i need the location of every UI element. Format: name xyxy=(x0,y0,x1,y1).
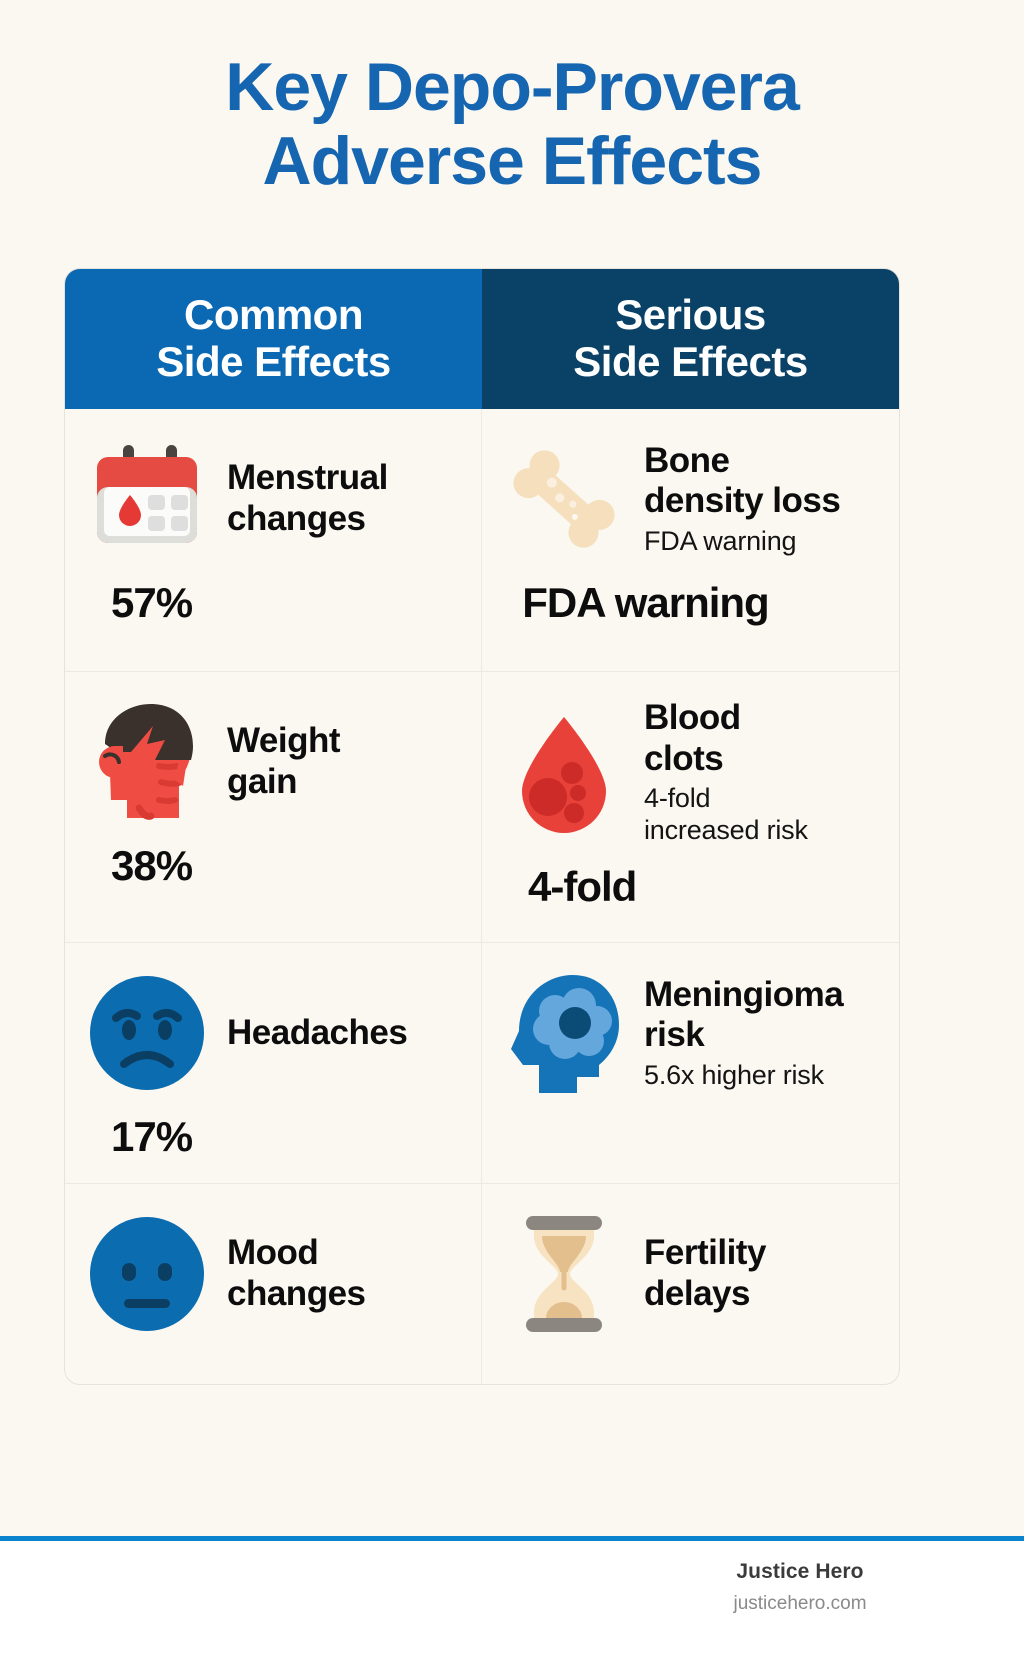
page-title: Key Depo-Provera Adverse Effects xyxy=(0,0,1024,198)
cell-label-line-2: changes xyxy=(227,499,366,539)
sad-face-icon xyxy=(83,969,211,1097)
cell-serious-fertility-delays: Fertility delays xyxy=(482,1184,899,1384)
cell-label-line-1: Menstrual xyxy=(227,458,388,498)
page-title-line-2: Adverse Effects xyxy=(262,123,762,200)
footer xyxy=(0,1541,1024,1666)
cell-label-line-1: Fertility xyxy=(644,1233,766,1273)
table-body: Menstrual changes 57% xyxy=(65,409,899,1385)
table-row: Mood changes xyxy=(65,1183,899,1385)
cell-label-line-2: changes xyxy=(227,1274,366,1314)
cell-label-line-1: Mood xyxy=(227,1233,319,1273)
calendar-blood-drop-icon xyxy=(83,435,211,563)
blood-drop-clot-icon xyxy=(500,709,628,837)
footer-brand-block: Justice Hero justicehero.com xyxy=(640,1560,960,1615)
cell-label-line-2: delays xyxy=(644,1274,750,1314)
head-lightning-icon xyxy=(83,698,211,826)
stat-value: 17% xyxy=(111,1113,193,1161)
column-header-common: Common Side Effects xyxy=(65,269,482,410)
page-title-line-1: Key Depo-Provera xyxy=(225,49,800,125)
column-header-common-line-2: Side Effects xyxy=(156,338,391,386)
cell-label-line-2: risk xyxy=(644,1015,705,1055)
cell-serious-blood-clots: Blood clots 4-fold increased risk 4-fold xyxy=(482,672,899,942)
cell-serious-bone-density-loss: Bone density loss FDA warning FDA warnin… xyxy=(482,409,899,671)
cell-sublabel-line-1: 4-fold xyxy=(644,783,711,814)
cell-common-headaches: Headaches 17% xyxy=(65,943,482,1184)
brand-url[interactable]: justicehero.com xyxy=(733,1593,867,1614)
cell-serious-meningioma-risk: Meningioma risk 5.6x higher risk xyxy=(482,943,899,1183)
cell-label-line-1: Blood xyxy=(644,698,741,738)
column-header-common-line-1: Common xyxy=(184,291,364,338)
table-header-row: Common Side Effects Serious Side Effects xyxy=(65,269,899,410)
column-header-serious: Serious Side Effects xyxy=(482,269,899,410)
cell-common-weight-gain: Weight gain 38% xyxy=(65,672,482,943)
stat-value: 4-fold xyxy=(528,862,637,910)
bone-icon xyxy=(500,435,628,563)
table-row: Headaches 17% xyxy=(65,942,899,1184)
stat-value: FDA warning xyxy=(522,579,769,627)
cell-common-menstrual-changes: Menstrual changes 57% xyxy=(65,409,482,672)
stat-value: 38% xyxy=(111,842,193,890)
side-effects-table: Common Side Effects Serious Side Effects xyxy=(64,268,900,1386)
footer-divider xyxy=(0,1536,1024,1541)
brain-tumor-head-icon xyxy=(500,969,628,1097)
cell-sublabel-line-2: increased risk xyxy=(644,815,808,846)
stat-value: 57% xyxy=(111,579,193,627)
cell-common-mood-changes: Mood changes xyxy=(65,1184,482,1385)
cell-label-line-2: gain xyxy=(227,762,297,802)
cell-label-line-2: density loss xyxy=(644,481,841,521)
cell-label-line-1: Bone xyxy=(644,440,730,480)
cell-label-line-1: Meningioma xyxy=(644,974,844,1014)
cell-sublabel: 5.6x higher risk xyxy=(644,1059,824,1090)
cell-sublabel: FDA warning xyxy=(644,525,797,556)
brand-name: Justice Hero xyxy=(736,1560,864,1583)
column-header-serious-line-2: Side Effects xyxy=(573,338,808,386)
column-header-serious-line-1: Serious xyxy=(615,291,766,338)
cell-label-line-1: Weight xyxy=(227,721,341,761)
table-row: Menstrual changes 57% xyxy=(65,409,899,672)
cell-label-line-2: clots xyxy=(644,738,724,778)
hourglass-icon xyxy=(500,1210,628,1338)
table-row: Weight gain 38% xyxy=(65,671,899,943)
neutral-face-icon xyxy=(83,1210,211,1338)
cell-label-line-1: Headaches xyxy=(227,1012,408,1052)
